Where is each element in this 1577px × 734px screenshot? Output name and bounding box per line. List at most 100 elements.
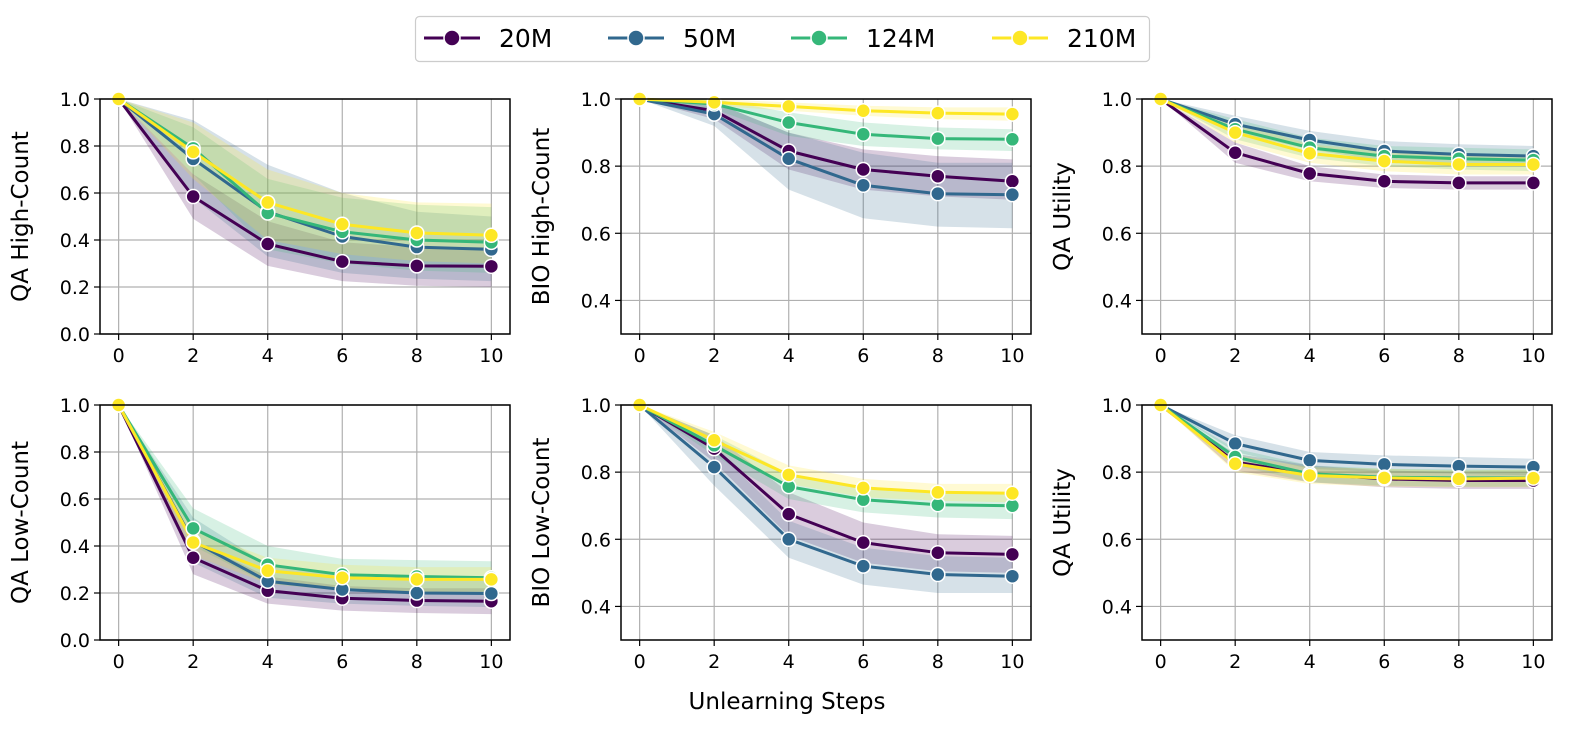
legend-entry-210M: 210M <box>992 24 1136 53</box>
panel-5: 0 2 4 6 8 10 0.4 0.6 0.8 1.0 BIO Low-Count <box>529 395 1032 673</box>
band-124M <box>639 405 1013 520</box>
x-tick-label: 10 <box>1521 345 1545 367</box>
line-50M <box>1159 403 1534 469</box>
y-tick-label: 0.4 <box>60 536 90 558</box>
legend-marker <box>810 29 828 47</box>
y-tick-label: 0.4 <box>1102 596 1132 618</box>
point-210M <box>1376 470 1393 486</box>
axes-frame <box>620 404 1032 641</box>
line-210M <box>638 403 1013 495</box>
panel-2: 0 2 4 6 8 10 0.4 0.6 0.8 1.0 BIO High-Count <box>529 89 1032 367</box>
line-50M <box>638 403 1013 578</box>
line-20M <box>638 403 1013 556</box>
point-210M <box>409 225 425 241</box>
y-tick-label: 0.4 <box>60 230 90 252</box>
line-124M <box>638 403 1013 508</box>
line-210M <box>117 404 492 581</box>
point-50M <box>1227 435 1243 452</box>
y-axis-label: QA Utility <box>1050 468 1076 577</box>
point-50M <box>930 566 946 583</box>
y-tick-label: 0.4 <box>1102 290 1132 312</box>
line-50M <box>1160 97 1534 158</box>
point-210M <box>1451 156 1467 173</box>
point-210M <box>1451 471 1467 487</box>
x-tick-label: 10 <box>1000 345 1024 367</box>
legend: 20M 50M 124M 210M <box>414 15 1151 63</box>
point-124M <box>930 130 946 147</box>
x-tick-label: 2 <box>187 345 199 367</box>
point-20M <box>1004 173 1021 189</box>
y-tick-label: 0.6 <box>581 529 611 551</box>
y-tick-label: 0.8 <box>1102 156 1132 178</box>
line-20M <box>1159 97 1534 185</box>
point-50M <box>930 185 946 202</box>
x-tick-label: 0 <box>113 651 125 673</box>
axes-frame <box>1141 404 1553 641</box>
x-axis-label: Unlearning Steps <box>689 689 886 715</box>
point-124M <box>780 114 797 131</box>
y-axis-label: QA High-Count <box>8 131 34 302</box>
point-210M <box>1004 106 1021 122</box>
point-210M <box>930 484 946 501</box>
line-50M <box>117 97 492 251</box>
x-tick-label: 8 <box>411 651 423 673</box>
point-210M <box>1227 124 1243 141</box>
point-210M <box>1376 153 1393 169</box>
x-tick-label: 4 <box>1304 345 1316 367</box>
point-210M <box>780 98 797 115</box>
band-20M <box>118 405 492 615</box>
y-axis-label: QA Low-Count <box>8 441 34 604</box>
point-50M <box>1301 452 1318 469</box>
point-20M <box>1301 165 1318 182</box>
x-tick-label: 6 <box>336 651 348 673</box>
legend-label: 124M <box>866 24 935 53</box>
point-210M <box>1301 145 1318 162</box>
y-axis-label: BIO High-Count <box>529 128 555 305</box>
point-124M <box>185 520 201 537</box>
axes-frame <box>620 98 1032 335</box>
point-50M <box>780 151 797 167</box>
point-20M <box>1004 546 1021 563</box>
y-tick-label: 0.0 <box>60 630 90 652</box>
band-50M <box>118 405 492 608</box>
y-tick-label: 0.8 <box>581 156 611 178</box>
y-tick-label: 0.8 <box>581 462 611 484</box>
legend-entry-50M: 50M <box>608 24 736 53</box>
point-210M <box>334 569 351 586</box>
y-tick-label: 0.2 <box>60 277 90 299</box>
point-210M <box>259 194 276 211</box>
x-tick-label: 10 <box>1000 651 1024 673</box>
point-210M <box>483 571 500 588</box>
y-tick-label: 0.6 <box>1102 223 1132 245</box>
point-20M <box>409 258 425 274</box>
point-50M <box>855 177 872 194</box>
point-210M <box>1004 485 1021 502</box>
point-50M <box>780 531 797 548</box>
x-tick-label: 10 <box>479 651 503 673</box>
point-20M <box>1227 144 1243 161</box>
line-20M <box>117 404 492 603</box>
point-50M <box>1004 568 1021 584</box>
band-210M <box>118 405 492 592</box>
line-20M <box>117 98 492 268</box>
y-tick-label: 0.2 <box>60 583 90 605</box>
y-tick-label: 0.6 <box>1102 529 1132 551</box>
band-50M <box>1160 405 1534 476</box>
legend-entry-20M: 20M <box>424 24 552 53</box>
y-tick-label: 0.8 <box>60 136 90 158</box>
point-210M <box>334 216 351 233</box>
legend-entry-124M: 124M <box>791 24 935 53</box>
y-tick-label: 0.4 <box>581 290 611 312</box>
point-210M <box>1525 470 1542 486</box>
line-124M <box>117 404 492 580</box>
band-50M <box>118 99 492 282</box>
y-tick-label: 0.6 <box>60 183 90 205</box>
point-124M <box>1004 131 1021 148</box>
legend-frame <box>414 15 1151 63</box>
point-210M <box>483 227 500 244</box>
point-50M <box>1376 456 1393 473</box>
legend-marker <box>627 29 645 47</box>
band-50M <box>1160 99 1534 167</box>
point-210M <box>1525 156 1542 173</box>
